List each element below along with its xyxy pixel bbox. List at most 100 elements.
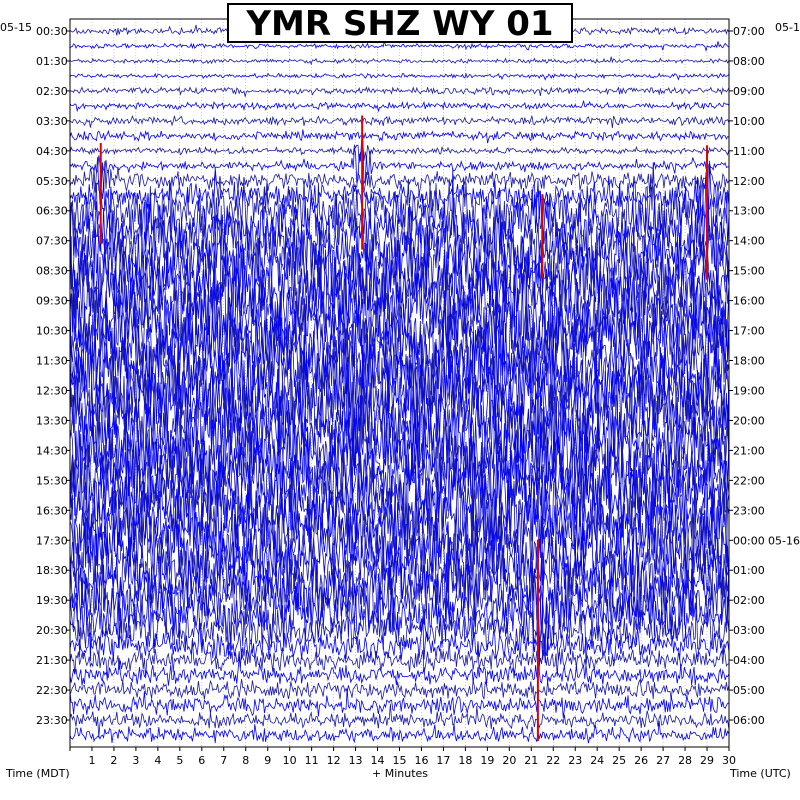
left-hour-label: 05:30 [36,175,68,188]
right-axis-title: Time (UTC) [729,767,791,780]
right-hour-label: 06:00 [733,714,765,727]
left-hour-label: 00:30 [36,25,68,38]
left-hour-label: 09:30 [36,295,68,308]
x-axis: 1 2 3 4 5 6 7 8 9 10 11 12 13 14 15 16 17 18 19 20 21 22 23 24 2… [69,747,736,767]
seismic-trace [69,129,729,144]
left-hour-label: 22:30 [36,684,68,697]
right-hour-label: 10:00 [733,115,765,128]
right-hour-label: 23:00 [733,504,765,517]
seismic-trace [69,141,730,163]
left-hour-label: 03:30 [36,115,68,128]
traces [69,24,730,744]
right-hour-label: 19:00 [733,384,765,397]
left-hour-label: 10:30 [36,325,68,338]
seismic-trace [69,688,729,718]
right-hour-label: 16:00 [733,295,765,308]
right-hour-label: 22:00 [733,474,765,487]
left-hour-label: 14:30 [36,444,68,457]
x-tick-label: 13 [349,754,363,767]
x-tick-label: 14 [371,754,385,767]
right-hour-label: 00:00 [733,534,765,547]
seismic-trace [69,678,730,701]
seismic-trace [69,496,730,619]
start-date-right: 05-1 [775,21,800,34]
seismic-trace [69,592,730,665]
x-tick-label: 16 [414,754,428,767]
left-hour-label: 16:30 [36,504,68,517]
right-hour-label: 20:00 [733,414,765,427]
seismic-trace [69,638,729,681]
x-tick-label: 7 [220,754,227,767]
seismic-trace [69,162,730,243]
x-tick-label: 11 [305,754,319,767]
left-hour-label: 15:30 [36,474,68,487]
right-hour-label: 15:00 [733,265,765,278]
seismic-trace [69,86,730,97]
right-hour-label: 21:00 [733,444,765,457]
seismic-trace [69,160,730,232]
right-hour-label: 18:00 [733,355,765,368]
right-hour-label: 08:00 [733,55,765,68]
x-tick-label: 18 [458,754,472,767]
seismic-trace [69,72,730,81]
x-tick-label: 25 [612,754,626,767]
left-hour-label: 11:30 [36,355,68,368]
x-tick-label: 3 [132,754,139,767]
x-tick-label: 5 [176,754,183,767]
x-tick-label: 2 [110,754,117,767]
seismic-trace [69,656,730,686]
x-tick-label: 28 [678,754,692,767]
seismic-trace [69,480,730,603]
seismic-trace [69,529,730,654]
right-axis: 07:00 08:00 09:00 10:00 11:00 12:00 13:00 14:00… [729,25,800,727]
x-tick-label: 12 [327,754,341,767]
right-hour-label: 13:00 [733,205,765,218]
left-hour-label: 06:30 [36,205,68,218]
chart-title: YMR SHZ WY 01 [227,3,573,43]
seismic-trace [69,551,730,671]
right-hour-label: 03:00 [733,624,765,637]
seismic-trace [69,115,730,129]
right-hour-label: 11:00 [733,145,765,158]
right-hour-label: 12:00 [733,175,765,188]
x-tick-label: 27 [656,754,670,767]
left-hour-label: 18:30 [36,564,68,577]
x-tick-label: 23 [568,754,582,767]
date-change-label: 05-16 [768,534,800,547]
x-tick-label: 24 [590,754,604,767]
left-hour-label: 19:30 [36,594,68,607]
x-tick-label: 26 [634,754,648,767]
left-hour-label: 12:30 [36,384,68,397]
x-tick-label: 17 [436,754,450,767]
right-hour-label: 02:00 [733,594,765,607]
seismic-trace [69,451,730,566]
x-tick-label: 8 [242,754,249,767]
start-date-left: 05-15 [0,21,32,34]
seismic-trace [69,56,730,66]
x-tick-label: 19 [480,754,494,767]
left-hour-label: 07:30 [36,235,68,248]
left-axis: 00:30 01:30 02:30 03:30 04:30 05:30 06:30 07:30… [36,25,70,727]
left-hour-label: 02:30 [36,85,68,98]
seismic-trace [69,100,730,113]
seismic-trace [69,136,729,185]
seismic-trace [69,703,730,738]
x-tick-label: 9 [264,754,271,767]
seismic-trace [69,376,730,555]
left-hour-label: 01:30 [36,55,68,68]
left-hour-label: 08:30 [36,265,68,278]
left-hour-label: 17:30 [36,534,68,547]
right-hour-label: 14:00 [733,235,765,248]
seismic-trace [69,40,730,52]
x-tick-label: 30 [722,754,736,767]
left-hour-label: 13:30 [36,414,68,427]
right-hour-label: 04:00 [733,654,765,667]
x-tick-label: 21 [524,754,538,767]
x-tick-label: 10 [283,754,297,767]
x-tick-label: 6 [198,754,205,767]
x-tick-label: 29 [700,754,714,767]
x-tick-label: 22 [546,754,560,767]
right-hour-label: 07:00 [733,25,765,38]
right-hour-label: 17:00 [733,325,765,338]
